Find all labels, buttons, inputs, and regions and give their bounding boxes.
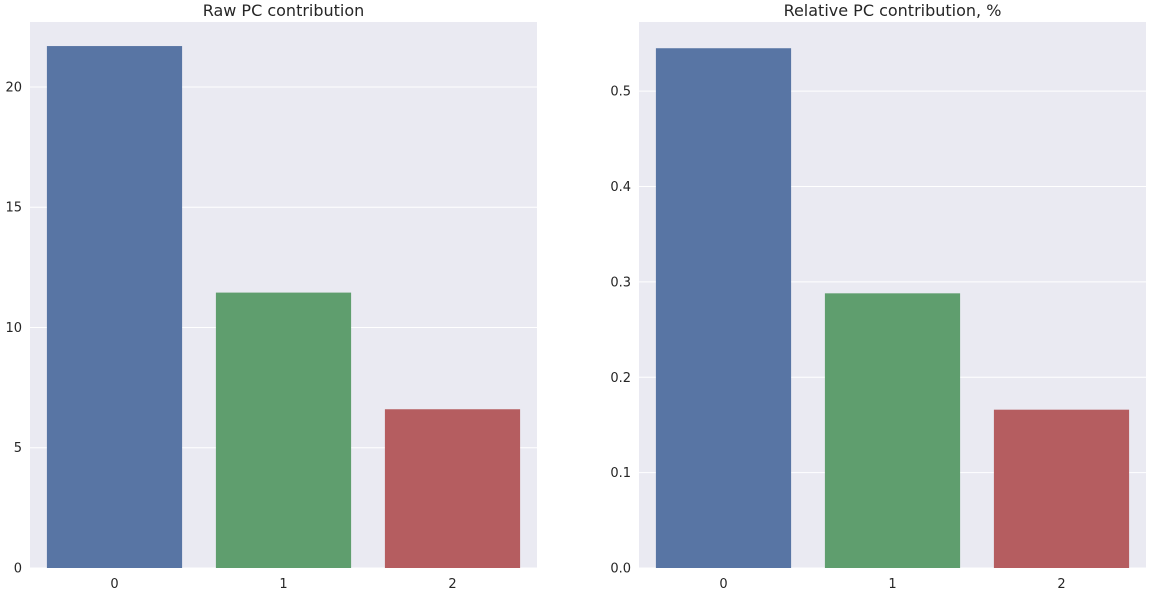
y-tick-label: 0.2 bbox=[610, 371, 631, 386]
bar-1 bbox=[215, 292, 352, 568]
bars bbox=[46, 46, 521, 569]
x-tick-label: 0 bbox=[110, 577, 118, 592]
bar-0 bbox=[46, 46, 183, 569]
y-tick-label: 10 bbox=[5, 321, 22, 336]
bar-2 bbox=[384, 409, 521, 568]
chart-title: Raw PC contribution bbox=[203, 1, 365, 20]
x-tick-labels: 0 1 2 bbox=[110, 577, 456, 592]
x-tick-label: 1 bbox=[279, 577, 287, 592]
bar-0 bbox=[655, 48, 792, 569]
x-tick-label: 1 bbox=[888, 577, 896, 592]
bar-1 bbox=[824, 293, 961, 568]
y-tick-label: 0.4 bbox=[610, 180, 631, 195]
x-tick-labels: 0 1 2 bbox=[719, 577, 1065, 592]
x-tick-label: 2 bbox=[1057, 577, 1065, 592]
y-tick-label: 0.3 bbox=[610, 275, 631, 290]
y-tick-label: 0.5 bbox=[610, 85, 631, 100]
x-tick-label: 2 bbox=[448, 577, 456, 592]
y-tick-label: 15 bbox=[5, 201, 22, 216]
chart-title: Relative PC contribution, % bbox=[784, 1, 1002, 20]
y-tick-labels: 0 5 10 15 20 bbox=[5, 80, 22, 576]
y-tick-label: 20 bbox=[5, 80, 22, 95]
y-tick-label: 0.0 bbox=[610, 562, 631, 577]
y-tick-labels: 0.0 0.1 0.2 0.3 0.4 0.5 bbox=[610, 85, 631, 577]
chart-raw-pc-contribution: 0 5 10 15 20 0 1 2 Raw PC contribution bbox=[5, 1, 537, 592]
bars bbox=[655, 48, 1130, 569]
y-tick-label: 5 bbox=[14, 441, 22, 456]
y-tick-label: 0.1 bbox=[610, 466, 631, 481]
bar-2 bbox=[993, 409, 1130, 568]
chart-relative-pc-contribution: 0.0 0.1 0.2 0.3 0.4 0.5 0 1 2 Relative PC contr… bbox=[610, 1, 1146, 592]
y-tick-label: 0 bbox=[14, 562, 22, 577]
x-tick-label: 0 bbox=[719, 577, 727, 592]
